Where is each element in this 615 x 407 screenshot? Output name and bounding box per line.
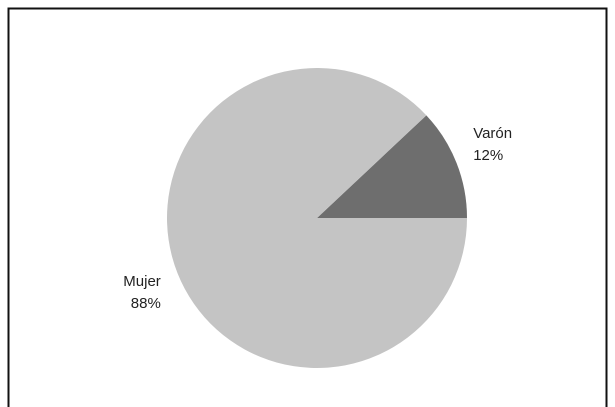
slice-value-label: 88%: [131, 295, 161, 312]
pie-slice: [317, 115, 467, 218]
slice-label: Mujer: [123, 273, 161, 290]
slice-label: Varón: [473, 125, 512, 142]
pie-slice: [167, 68, 468, 368]
slice-value-label: 12%: [473, 147, 503, 164]
